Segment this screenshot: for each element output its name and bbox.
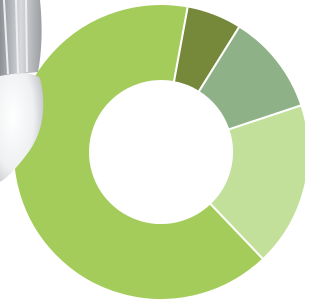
donut-chart [13,4,305,300]
page [0,0,305,304]
